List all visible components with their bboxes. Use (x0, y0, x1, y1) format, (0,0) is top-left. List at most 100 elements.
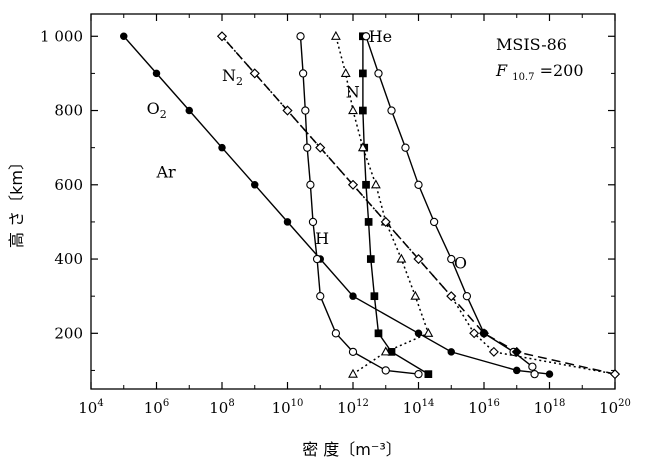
x-tick-label: 106 (144, 398, 169, 417)
point-o (374, 69, 383, 78)
y-tick-label: 1 000 (40, 27, 83, 45)
annotation-sub: 10.7 (512, 72, 534, 83)
point-h (296, 32, 305, 41)
series-line-he (362, 36, 429, 375)
x-tick-label: 108 (209, 398, 234, 417)
point-o2 (413, 254, 424, 265)
annotation-rest: =200 (540, 61, 584, 80)
x-tick-exponent: 12 (356, 398, 369, 409)
series-label-main: O (147, 99, 160, 118)
point-h (308, 217, 318, 227)
point-h (301, 106, 310, 115)
point-h (312, 254, 322, 264)
point-n (357, 142, 368, 152)
point-he (364, 218, 373, 226)
point-ar (545, 370, 554, 378)
point-o2 (315, 142, 326, 153)
point-n (348, 368, 358, 378)
series-label-o: O (454, 253, 467, 272)
series-lines (123, 35, 616, 375)
point-o2 (380, 216, 391, 227)
x-tick-exponent: 8 (228, 398, 234, 409)
point-he (374, 329, 383, 338)
x-tick-label: 1018 (534, 398, 566, 417)
series-label-main: He (369, 27, 392, 46)
x-tick-exponent: 14 (422, 398, 435, 409)
x-tick-label: 1010 (272, 398, 304, 417)
point-he (359, 69, 367, 78)
series-label-main: O (454, 253, 467, 272)
point-o (528, 362, 537, 371)
series-label-main: N (346, 83, 360, 102)
point-h (298, 69, 308, 78)
point-o2 (446, 291, 457, 302)
model-annotation: MSIS-86 F 10.7 =200 (495, 35, 584, 84)
series-markers (120, 30, 620, 380)
point-ar (447, 348, 455, 356)
x-tick-base: 10 (403, 399, 422, 417)
x-axis-title: 密 度〔m⁻³〕 (302, 440, 402, 459)
x-tick-label: 1016 (468, 398, 500, 417)
point-n (370, 179, 381, 189)
point-n (423, 327, 434, 337)
point-n2 (511, 346, 522, 357)
series-line-o (365, 36, 536, 375)
point-he (362, 180, 370, 189)
point-o2 (488, 346, 499, 357)
point-he (370, 292, 379, 301)
point-n (410, 290, 421, 300)
point-n (380, 346, 391, 356)
y-tick-labels: 200 400 600 800 1 000 (40, 27, 83, 342)
point-ar (512, 366, 521, 375)
point-h (414, 369, 423, 379)
x-tick-label: 1014 (403, 398, 435, 417)
annotation-var: F (495, 61, 508, 80)
point-h (331, 329, 341, 338)
point-ar (185, 106, 194, 115)
x-tick-exponent: 16 (487, 398, 500, 409)
point-n (348, 105, 358, 115)
y-tick-label: 200 (54, 324, 83, 342)
point-he (366, 255, 375, 263)
point-h (348, 347, 358, 357)
series-line-o2 (221, 35, 616, 375)
y-tick-label: 800 (54, 102, 83, 120)
x-tick-label: 104 (78, 398, 103, 417)
point-ar (251, 181, 259, 189)
series-label-ar: Ar (156, 162, 177, 181)
x-tick-exponent: 6 (163, 398, 169, 409)
series-line-ar (123, 35, 550, 375)
series-label-main: H (315, 229, 329, 248)
point-h (381, 366, 390, 375)
point-o (462, 292, 472, 301)
point-o (387, 106, 396, 115)
x-tick-base: 10 (78, 399, 97, 417)
series-line-h (299, 36, 419, 375)
y-tick-label: 400 (54, 250, 83, 268)
x-tick-base: 10 (337, 399, 356, 417)
annotation-line2: F 10.7 =200 (495, 61, 584, 84)
x-tick-label: 1012 (337, 398, 369, 417)
point-o2 (282, 105, 293, 116)
series-line-n2 (221, 35, 616, 375)
point-he (359, 106, 367, 115)
axis-ticks (90, 14, 616, 389)
point-n (340, 67, 351, 77)
point-o2 (610, 369, 620, 380)
point-ar (152, 69, 161, 78)
point-o (414, 180, 423, 189)
point-o (361, 32, 371, 41)
x-tick-base: 10 (534, 399, 553, 417)
point-o2 (348, 179, 358, 190)
x-tick-base: 10 (272, 399, 291, 417)
x-tick-base: 10 (599, 399, 618, 417)
x-tick-label: 1020 (599, 398, 631, 417)
point-n2 (479, 328, 489, 339)
point-h (303, 143, 312, 152)
x-tick-base: 10 (468, 399, 487, 417)
series-label-n: N (346, 83, 360, 102)
series-label-main: Ar (156, 162, 177, 181)
point-o (530, 369, 539, 379)
series-label-subscript: 2 (236, 75, 243, 88)
series-label-he: He (369, 27, 392, 46)
